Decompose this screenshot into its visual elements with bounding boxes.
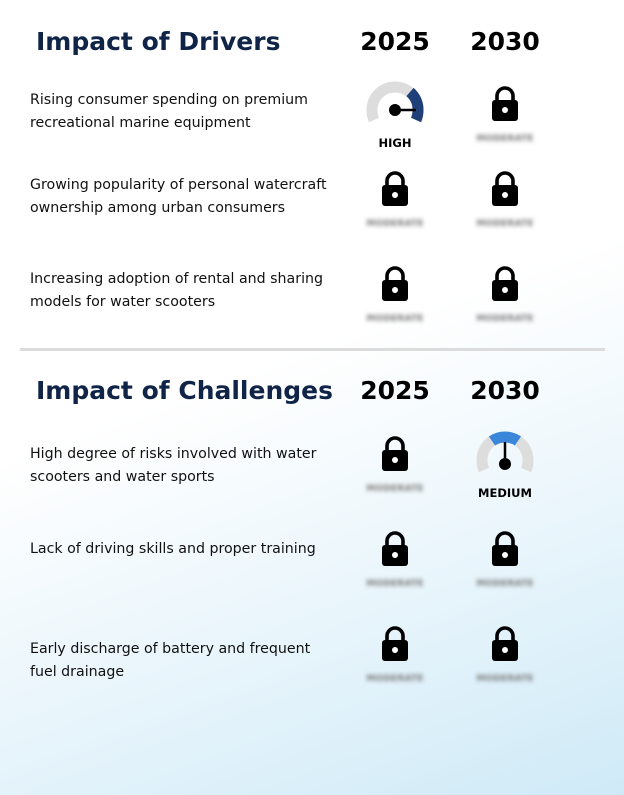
challenges-title: Impact of Challenges [36, 376, 333, 405]
challenges-year-2030: 2030 [470, 376, 540, 405]
challenge-cell-2025: MODERATE [340, 436, 450, 516]
blurred-level-label: MODERATE [366, 219, 424, 229]
gauge-medium-icon [476, 431, 534, 473]
blurred-level-label: MODERATE [476, 219, 534, 229]
driver-text: Rising consumer spending on premium recr… [30, 92, 308, 131]
challenge-text: High degree of risks involved with water… [30, 446, 317, 485]
challenge-row: Lack of driving skills and proper traini… [0, 530, 624, 610]
blurred-level-label: MODERATE [476, 674, 534, 684]
driver-cell-2030: MODERATE [450, 171, 560, 251]
lock-icon [382, 266, 408, 301]
drivers-title: Impact of Drivers [36, 27, 281, 56]
driver-cell-2030: MODERATE [450, 266, 560, 346]
lock-icon [382, 626, 408, 661]
lock-icon [492, 531, 518, 566]
driver-text: Growing popularity of personal watercraf… [30, 177, 327, 216]
blurred-level-label: MODERATE [366, 674, 424, 684]
blurred-level-label: MODERATE [476, 134, 534, 144]
blurred-level-label: MODERATE [476, 579, 534, 589]
challenge-cell-2030: MODERATE [450, 626, 560, 706]
drivers-year-2025: 2025 [360, 27, 430, 56]
drivers-section: Impact of Drivers 2025 2030 Rising consu… [0, 0, 624, 345]
challenge-text: Early discharge of battery and frequent … [30, 641, 311, 680]
driver-row: Growing popularity of personal watercraf… [0, 170, 624, 250]
driver-text: Increasing adoption of rental and sharin… [30, 271, 324, 310]
lock-icon [382, 436, 408, 471]
challenge-row: Early discharge of battery and frequent … [0, 625, 624, 705]
lock-icon [492, 86, 518, 121]
gauge-level-label: MEDIUM [478, 486, 532, 500]
section-divider [20, 348, 605, 351]
driver-cell-2025: MODERATE [340, 266, 450, 346]
lock-icon [382, 531, 408, 566]
gauge-level-label: HIGH [378, 136, 412, 150]
challenges-year-2025: 2025 [360, 376, 430, 405]
blurred-level-label: MODERATE [366, 314, 424, 324]
blurred-level-label: MODERATE [476, 314, 534, 324]
gauge-high-icon [366, 81, 424, 123]
driver-cell-2025: MODERATE [340, 171, 450, 251]
blurred-level-label: MODERATE [366, 579, 424, 589]
drivers-year-2030: 2030 [470, 27, 540, 56]
lock-icon [492, 626, 518, 661]
challenge-text: Lack of driving skills and proper traini… [30, 541, 316, 557]
blurred-level-label: MODERATE [366, 484, 424, 494]
challenge-cell-2030: MEDIUM [450, 430, 560, 510]
lock-icon [492, 266, 518, 301]
driver-row: Increasing adoption of rental and sharin… [0, 265, 624, 345]
challenge-cell-2025: MODERATE [340, 626, 450, 706]
challenge-cell-2025: MODERATE [340, 531, 450, 611]
driver-row: Rising consumer spending on premium recr… [0, 80, 624, 160]
challenge-cell-2030: MODERATE [450, 531, 560, 611]
driver-cell-2030: MODERATE [450, 86, 560, 166]
lock-icon [382, 171, 408, 206]
driver-cell-2025: HIGH [340, 80, 450, 160]
lock-icon [492, 171, 518, 206]
challenge-row: High degree of risks involved with water… [0, 430, 624, 510]
challenges-section: Impact of Challenges 2025 2030 High degr… [0, 350, 624, 795]
